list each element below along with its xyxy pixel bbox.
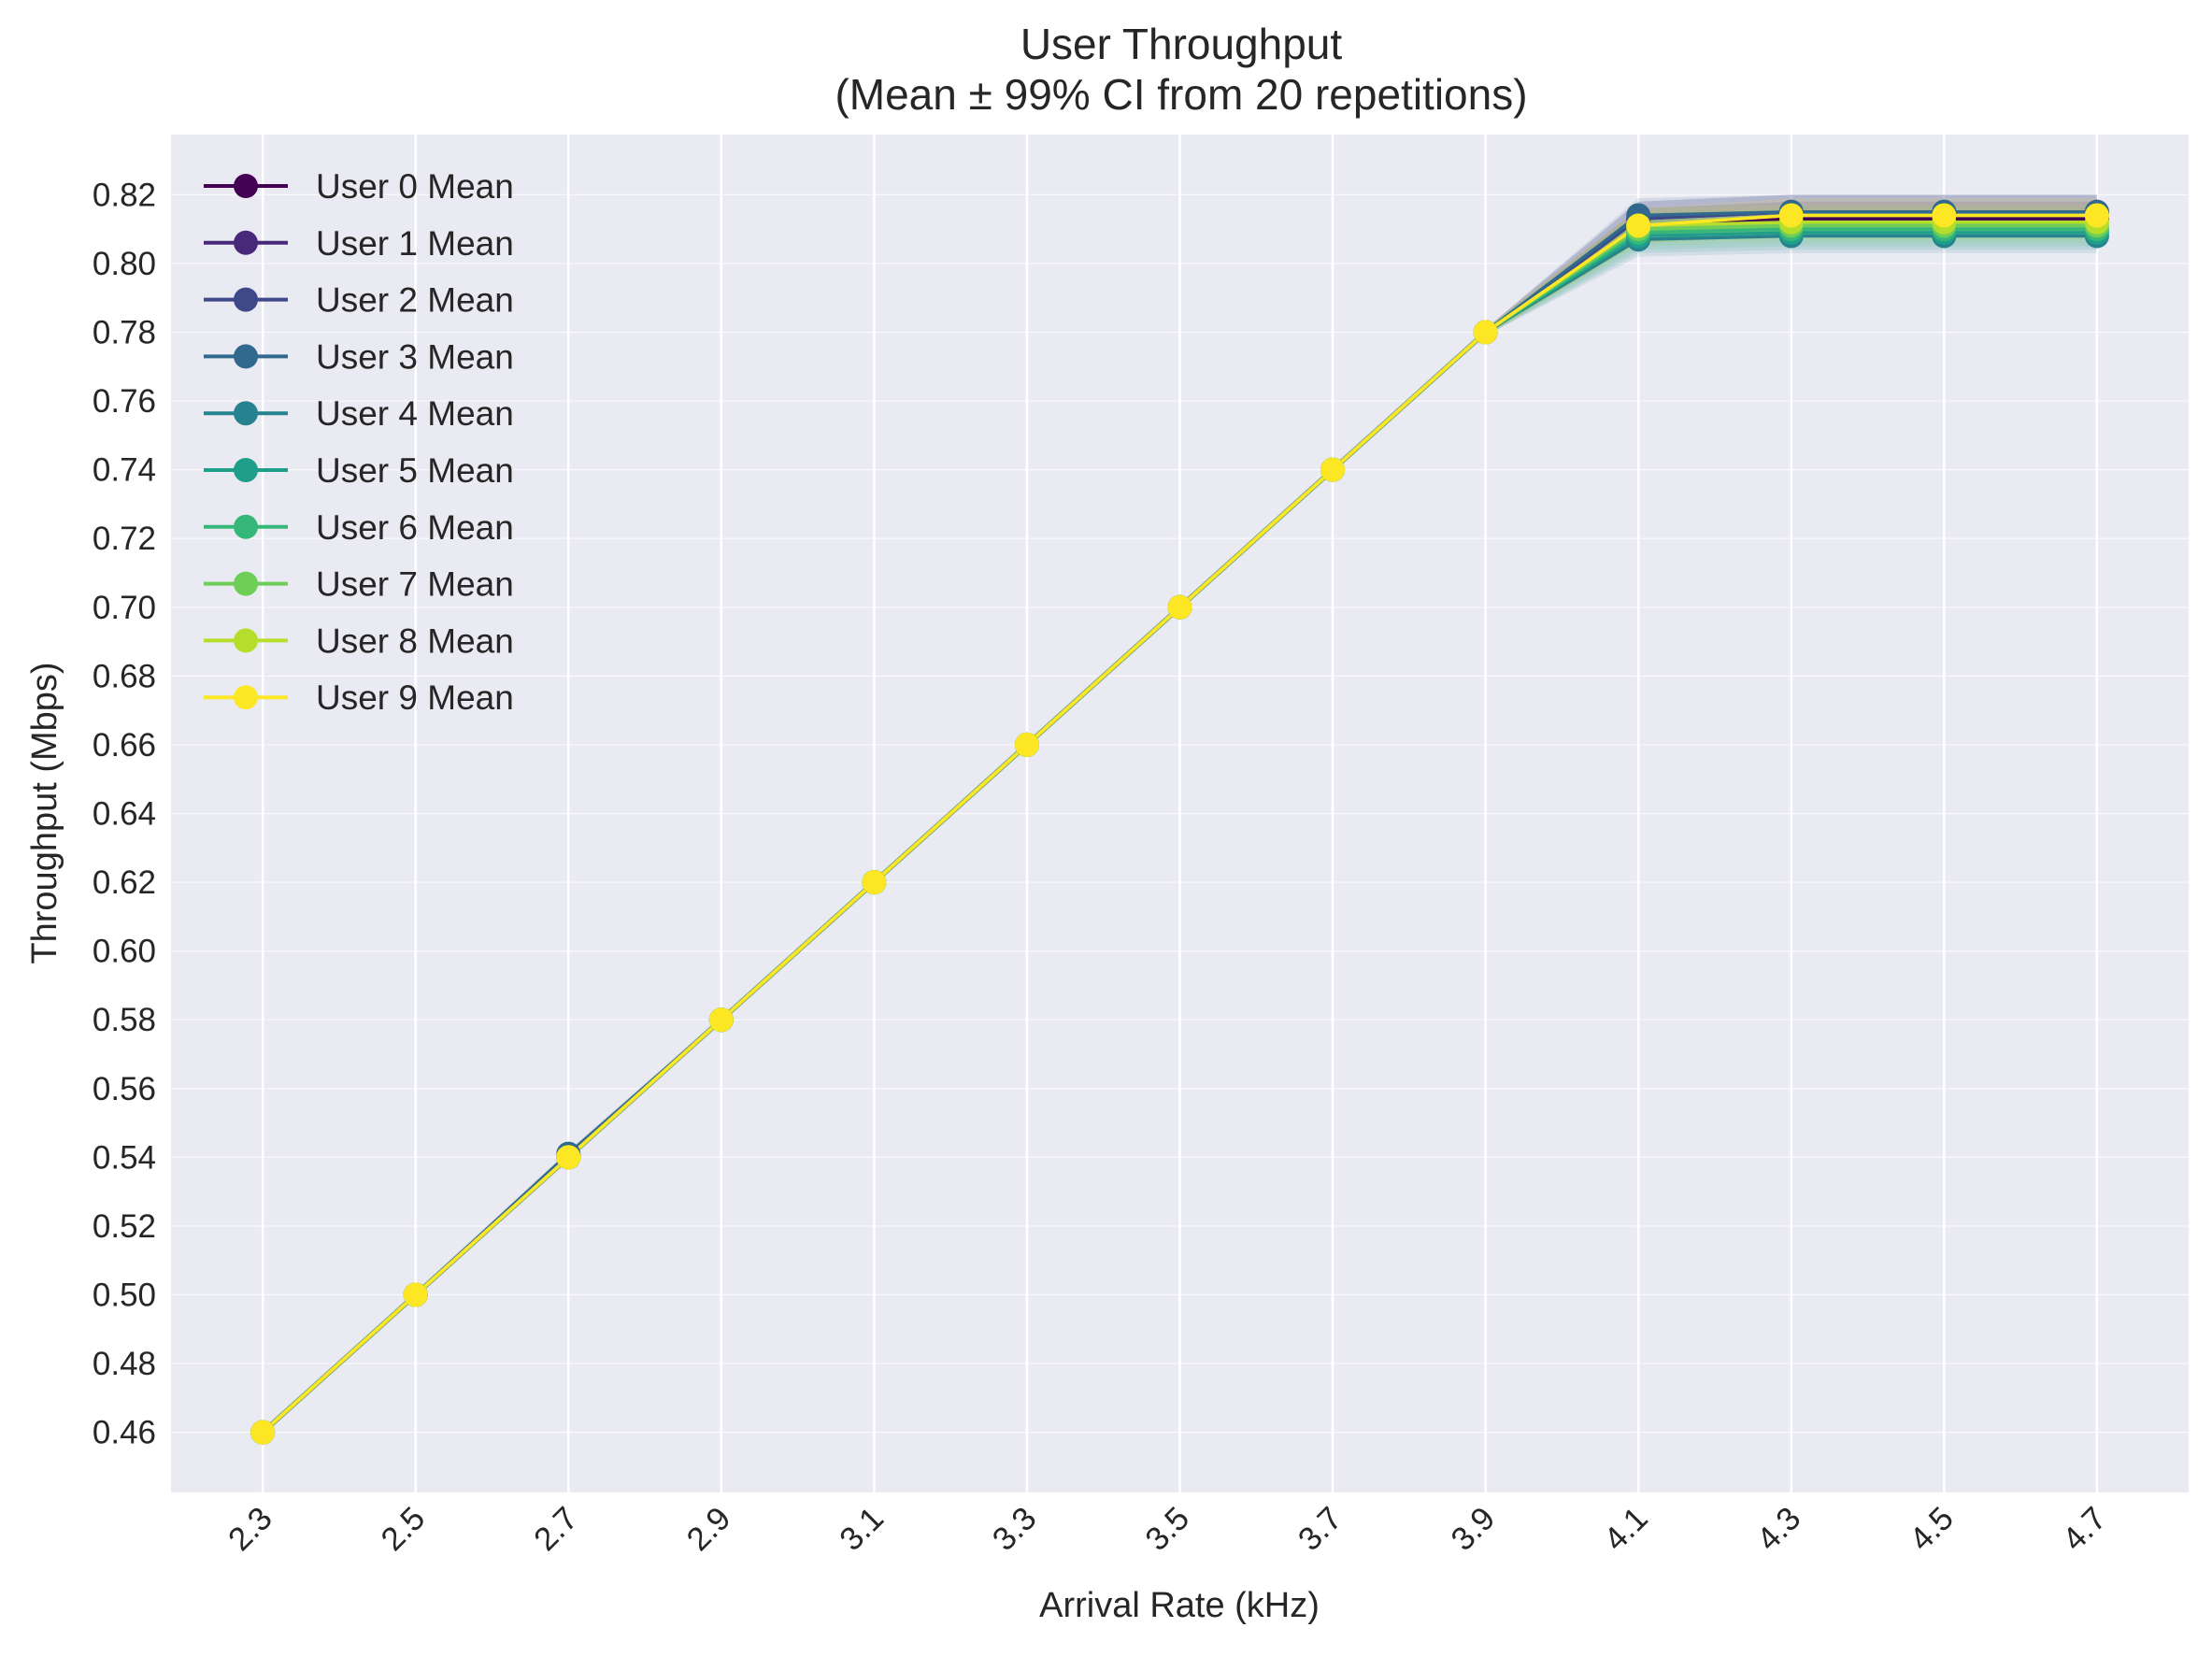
y-tick-label: 0.58 [93, 1002, 156, 1038]
series-marker-layer [250, 199, 2109, 1445]
legend-marker [234, 174, 258, 198]
data-point [1473, 320, 1498, 345]
legend-marker [234, 514, 258, 539]
y-tick-label: 0.52 [93, 1208, 156, 1245]
legend-label: User 8 Mean [316, 621, 514, 660]
y-tick-labels: 0.46 0.48 0.50 0.52 0.54 0.56 0.58 0.60 0.62 0.64… [93, 177, 156, 1450]
legend-marker [234, 458, 258, 482]
x-tick-label: 4.3 [1749, 1500, 1807, 1558]
chart-title: User Throughput [1020, 20, 1343, 68]
legend-marker [234, 230, 258, 255]
x-tick-label: 4.7 [2056, 1500, 2114, 1558]
y-tick-label: 0.66 [93, 727, 156, 764]
data-point [1167, 594, 1192, 620]
x-tick-label: 3.5 [1138, 1500, 1196, 1558]
data-point [1626, 213, 1651, 238]
y-tick-label: 0.46 [93, 1415, 156, 1451]
y-tick-label: 0.74 [93, 452, 156, 489]
data-point [403, 1282, 428, 1307]
legend: User 0 Mean User 1 Mean User 2 Mean User 3 … [204, 167, 514, 717]
x-tick-label: 3.1 [833, 1500, 891, 1558]
y-tick-label: 0.60 [93, 934, 156, 970]
legend-label: User 6 Mean [316, 508, 514, 547]
x-tick-label: 2.9 [679, 1500, 737, 1558]
data-point [1320, 457, 1346, 482]
legend-label: User 7 Mean [316, 565, 514, 604]
legend-label: User 4 Mean [316, 394, 514, 433]
y-tick-label: 0.68 [93, 658, 156, 694]
grid-layer [171, 135, 2189, 1492]
legend-label: User 5 Mean [316, 451, 514, 490]
legend-marker [234, 287, 258, 312]
data-point [1014, 732, 1039, 757]
legend-label: User 3 Mean [316, 337, 514, 376]
legend-marker [234, 628, 258, 653]
y-tick-label: 0.70 [93, 590, 156, 626]
y-tick-label: 0.56 [93, 1071, 156, 1107]
legend-label: User 1 Mean [316, 224, 514, 263]
legend-label: User 9 Mean [316, 678, 514, 717]
x-tick-label: 3.3 [986, 1500, 1044, 1558]
legend-marker [234, 344, 258, 369]
y-tick-label: 0.54 [93, 1139, 156, 1176]
legend-label: User 0 Mean [316, 167, 514, 206]
y-tick-label: 0.64 [93, 796, 156, 833]
x-tick-labels: 2.3 2.5 2.7 2.9 3.1 3.3 3.5 3.7 3.9 4.1 4.3 4.5 4.7 [221, 1500, 2114, 1558]
y-tick-label: 0.82 [93, 177, 156, 213]
x-tick-label: 4.5 [1903, 1500, 1961, 1558]
legend-marker [234, 401, 258, 426]
x-tick-label: 4.1 [1597, 1500, 1655, 1558]
data-point [862, 870, 887, 895]
legend-marker [234, 685, 258, 710]
y-tick-label: 0.48 [93, 1346, 156, 1382]
data-point [250, 1420, 276, 1445]
data-point [556, 1145, 581, 1170]
data-point [2084, 203, 2109, 228]
data-point [1778, 203, 1804, 228]
y-tick-label: 0.76 [93, 383, 156, 420]
x-tick-label: 2.7 [527, 1500, 585, 1558]
y-tick-label: 0.72 [93, 521, 156, 557]
x-tick-label: 3.9 [1444, 1500, 1502, 1558]
data-point [708, 1007, 734, 1033]
x-tick-label: 2.5 [374, 1500, 432, 1558]
x-tick-label: 2.3 [221, 1500, 279, 1558]
x-tick-label: 3.7 [1292, 1500, 1349, 1558]
legend-label: User 2 Mean [316, 281, 514, 320]
x-axis-label: Arrival Rate (kHz) [1039, 1586, 1320, 1625]
data-point [1932, 203, 1957, 228]
y-tick-label: 0.80 [93, 246, 156, 282]
y-tick-label: 0.50 [93, 1277, 156, 1313]
chart-subtitle: (Mean ± 99% CI from 20 repetitions) [835, 70, 1527, 119]
y-tick-label: 0.62 [93, 864, 156, 901]
legend-marker [234, 571, 258, 596]
y-axis-label: Throughput (Mbps) [25, 662, 64, 964]
y-tick-label: 0.78 [93, 315, 156, 351]
